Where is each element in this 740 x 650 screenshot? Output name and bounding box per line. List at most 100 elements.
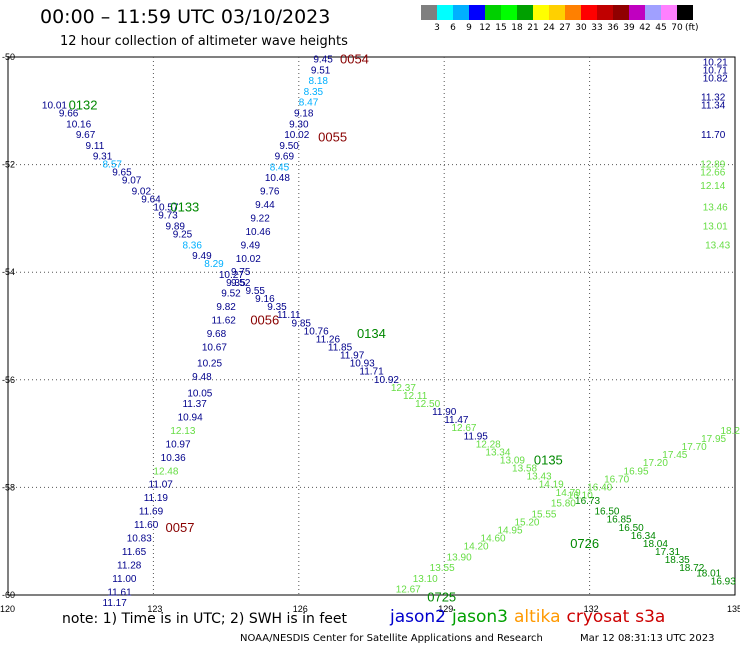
x-tick-label: 126: [293, 604, 308, 614]
wave-height-value: 12.89: [700, 160, 725, 171]
wave-height-value: 11.71: [359, 367, 384, 378]
wave-height-value: 16.85: [607, 515, 632, 526]
wave-height-value: 9.73: [158, 211, 178, 222]
wave-height-value: 11.17: [103, 598, 128, 609]
wave-height-value: 11.61: [107, 587, 132, 598]
color-scale-tick: 12: [479, 23, 491, 33]
legend-item-jason3: jason3: [452, 607, 508, 627]
wave-height-value: 13.09: [500, 456, 525, 467]
wave-height-value: 14.95: [498, 525, 523, 536]
wave-height-value: 11.00: [112, 574, 137, 585]
wave-height-value: 11.19: [144, 493, 169, 504]
color-scale-swatch: [501, 5, 517, 20]
wave-height-value: 8.36: [182, 240, 202, 251]
wave-height-value: 17.31: [655, 547, 680, 558]
y-tick-label: -50: [2, 52, 15, 62]
wave-height-value: 16.10: [568, 490, 593, 501]
track-time-label: 0054: [340, 52, 369, 67]
wave-height-value: 12.66: [700, 168, 725, 179]
wave-height-value: 11.26: [316, 334, 341, 345]
wave-height-value: 9.18: [294, 108, 314, 119]
color-scale-swatch: [453, 5, 469, 20]
track-time-label: 0726: [570, 536, 599, 551]
wave-height-value: 15.20: [514, 517, 539, 528]
wave-height-value: 10.92: [374, 375, 399, 386]
generated-timestamp: Mar 12 08:31:13 UTC 2023: [580, 633, 715, 644]
wave-height-value: 14.79: [556, 488, 581, 499]
wave-height-value: 8.47: [299, 98, 319, 109]
wave-height-value: 12.67: [451, 423, 476, 434]
y-tick-label: -52: [2, 160, 15, 170]
wave-height-value: 10.67: [202, 343, 227, 354]
wave-height-value: 9.22: [250, 213, 270, 224]
wave-height-value: 8.57: [103, 160, 123, 171]
color-scale-tick: 42: [639, 23, 651, 33]
wave-height-value: 18.04: [643, 539, 668, 550]
page-subtitle: 12 hour collection of altimeter wave hei…: [60, 34, 348, 49]
wave-height-value: 11.07: [149, 480, 174, 491]
wave-height-value: 13.10: [413, 574, 438, 585]
wave-height-value: 14.19: [539, 480, 564, 491]
color-scale-swatch: [677, 5, 693, 20]
wave-height-value: 12.13: [170, 426, 195, 437]
wave-height-value: 9.25: [173, 230, 193, 241]
x-tick-label: 123: [147, 604, 162, 614]
color-scale-tick: 24: [543, 23, 555, 33]
y-tick-label: -56: [2, 375, 15, 385]
color-scale-tick: 30: [575, 23, 587, 33]
wave-height-value: 10.46: [245, 227, 270, 238]
color-scale-tick: 9: [466, 23, 472, 33]
track-time-label: 0725: [427, 590, 456, 605]
wave-height-value: 9.67: [76, 130, 96, 141]
wave-height-value: 9.89: [166, 221, 186, 232]
wave-height-value: 10.82: [703, 74, 728, 85]
color-scale-tick: 21: [527, 23, 539, 33]
wave-height-value: 10.48: [265, 173, 290, 184]
wave-height-value: 18.72: [679, 563, 704, 574]
wave-height-value: 13.55: [430, 563, 455, 574]
wave-height-value: 9.76: [260, 187, 280, 198]
wave-height-value: 18.20: [720, 426, 740, 437]
wave-height-value: 9.64: [141, 195, 161, 206]
legend-item-cryosat: cryosat: [566, 607, 630, 627]
wave-height-value: 11.47: [444, 415, 469, 426]
wave-height-value: 9.50: [279, 141, 299, 152]
wave-height-value: 11.60: [134, 520, 159, 531]
color-scale-swatch: [661, 5, 677, 20]
wave-height-value: 13.58: [512, 464, 537, 475]
wave-height-value: 14.20: [464, 542, 489, 553]
wave-height-value: 16.93: [711, 577, 736, 588]
wave-height-value: 12.48: [153, 466, 178, 477]
wave-height-value: 12.28: [476, 439, 501, 450]
color-scale-tick: 6: [450, 23, 456, 33]
color-scale-tick: 3: [434, 23, 440, 33]
wave-height-value: 17.95: [701, 434, 726, 445]
track-time-label: 0055: [318, 130, 347, 145]
color-scale-swatch: [581, 5, 597, 20]
wave-height-value: 9.35: [267, 302, 287, 313]
wave-height-value: 8.35: [304, 87, 324, 98]
wave-height-value: 11.95: [464, 431, 489, 442]
wave-height-value: 12.67: [396, 585, 421, 596]
x-tick-label: 135: [727, 604, 740, 614]
wave-height-value: 9.49: [192, 251, 212, 262]
color-scale-tick: 27: [559, 23, 571, 33]
wave-height-value: 10.83: [127, 534, 152, 545]
wave-height-value: 10.36: [161, 453, 186, 464]
color-scale-swatch: [629, 5, 645, 20]
wave-height-value: 11.85: [328, 343, 353, 354]
wave-height-value: 9.65: [112, 168, 132, 179]
color-scale-unit: (ft): [685, 23, 699, 33]
wave-height-value: 10.97: [166, 439, 191, 450]
color-scale-swatch: [437, 5, 453, 20]
track-time-label: 0056: [250, 313, 279, 328]
wave-height-value: 16.40: [587, 482, 612, 493]
wave-height-value: 16.95: [624, 466, 649, 477]
wave-height-value: 16.70: [604, 474, 629, 485]
wave-height-value: 9.55: [245, 286, 265, 297]
color-scale-tick: 33: [591, 23, 603, 33]
wave-height-value: 16.50: [619, 523, 644, 534]
wave-height-value: 11.62: [212, 316, 237, 327]
color-scale-swatch: [565, 5, 581, 20]
wave-height-value: 13.01: [703, 221, 728, 232]
